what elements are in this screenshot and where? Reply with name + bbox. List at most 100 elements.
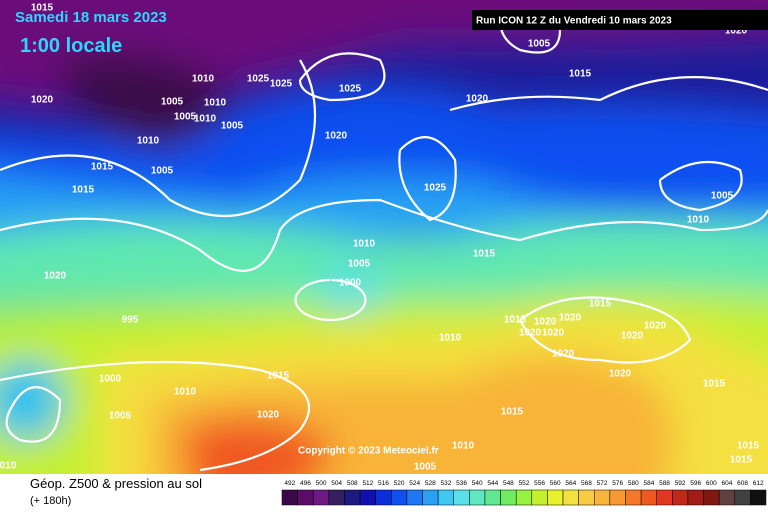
scale-swatch <box>656 489 673 506</box>
scale-swatch <box>437 489 454 506</box>
isobar-label: 1025 <box>270 79 293 90</box>
run-label: Run ICON 12 Z du Vendredi 10 mars 2023 <box>476 16 672 27</box>
isobar-label: 1005 <box>109 411 132 422</box>
scale-label: 552 <box>519 480 530 487</box>
isobar-label: 1005 <box>161 97 184 108</box>
scale-swatch <box>422 489 439 506</box>
isobar-label: 1015 <box>730 455 753 466</box>
scale-swatch <box>515 489 533 506</box>
scale-swatch <box>484 489 501 506</box>
scale-label: 516 <box>378 480 389 487</box>
isobar-label: 1020 <box>44 271 67 282</box>
scale-swatch <box>750 489 767 506</box>
scale-swatch <box>391 489 408 506</box>
scale-label: 592 <box>675 480 686 487</box>
scale-label: 528 <box>425 480 436 487</box>
isobar-label: 1015 <box>72 185 95 196</box>
isobar-label: 1005 <box>414 462 437 473</box>
scale-swatch <box>312 489 330 506</box>
isobar-label: 1015 <box>473 249 496 260</box>
isobar-label: 1015 <box>501 407 524 418</box>
isobar-label: 1015 <box>703 379 726 390</box>
scale-label: 524 <box>409 480 420 487</box>
isobar-label: 010 <box>0 461 17 472</box>
scale-label: 588 <box>659 480 670 487</box>
scale-swatch <box>609 489 626 506</box>
scale-swatch <box>547 489 564 506</box>
isobar-label: 1015 <box>267 371 290 382</box>
scale-label: 512 <box>362 480 373 487</box>
copyright: Copyright © 2023 Meteociel.fr <box>298 446 439 457</box>
isobar-labels: 1015102010101005100510101010100510101015… <box>0 3 760 473</box>
scale-label: 548 <box>503 480 514 487</box>
isobar-label: 1020 <box>621 331 644 342</box>
isobar-label: 1020 <box>31 95 54 106</box>
isobar-label: 1025 <box>424 183 447 194</box>
scale-swatch <box>625 489 642 506</box>
scale-label: 492 <box>284 480 295 487</box>
scale-swatch <box>687 489 704 506</box>
scale-label: 532 <box>441 480 452 487</box>
isobar-label: 1010 <box>192 74 215 85</box>
isobar-label: 995 <box>122 315 139 326</box>
isobar-label: 1025 <box>339 84 362 95</box>
scale-swatch <box>703 489 720 506</box>
scale-label: 612 <box>753 480 764 487</box>
isobar-label: 1020 <box>552 349 575 360</box>
isobar-label: 1010 <box>353 239 376 250</box>
scale-label: 600 <box>706 480 717 487</box>
scale-swatch <box>375 489 392 506</box>
scale-swatch <box>562 489 579 506</box>
isobar-label: 1020 <box>325 131 348 142</box>
isobar-label: 1015 <box>31 3 54 14</box>
isobar-label: 1005 <box>174 112 197 123</box>
isobar-label: 1015 <box>737 441 760 452</box>
footer-title: Géop. Z500 & pression au sol <box>30 476 202 491</box>
scale-swatch <box>578 489 595 506</box>
scale-swatch <box>640 489 657 506</box>
scale-swatch <box>297 489 314 506</box>
scale-label: 508 <box>347 480 358 487</box>
isobar-label: 1010 <box>452 441 475 452</box>
scale-swatch <box>718 489 736 506</box>
scale-label: 500 <box>316 480 327 487</box>
scale-label: 608 <box>737 480 748 487</box>
scale-label: 568 <box>581 480 592 487</box>
scale-swatch <box>469 489 486 506</box>
scale-label: 556 <box>534 480 545 487</box>
footer-lead: (+ 180h) <box>30 495 71 507</box>
color-scale: 492 496 500 504 508 512 516 520 524 528 532 536 540 5… <box>281 480 767 506</box>
run-box <box>472 10 768 30</box>
isobar-label: 1005 <box>348 259 371 270</box>
isobar-label: 1015 <box>569 69 592 80</box>
scale-swatch <box>344 489 361 506</box>
time-label: 1:00 locale <box>20 35 122 57</box>
isobar-label: 1020 <box>534 317 557 328</box>
isobar-label: 1015 <box>504 315 527 326</box>
isobar-label: 1025 <box>247 74 270 85</box>
scale-label: 580 <box>628 480 639 487</box>
isobar-label: 1020 <box>542 328 565 339</box>
date-label: Samedi 18 mars 2023 <box>15 9 167 26</box>
isobar-label: 1010 <box>174 387 197 398</box>
isobar-label: 1010 <box>137 136 160 147</box>
isobar-label: 1020 <box>644 321 667 332</box>
scale-swatch <box>281 489 298 506</box>
isobar-label: 1020 <box>725 26 748 37</box>
isobar-label: 1020 <box>257 410 280 421</box>
isobar-label: 1020 <box>466 94 489 105</box>
scale-label: 564 <box>565 480 576 487</box>
isobar-label: 1010 <box>194 114 217 125</box>
scale-swatch <box>734 489 751 506</box>
scale-label: 496 <box>300 480 311 487</box>
scale-label: 536 <box>456 480 467 487</box>
scale-swatch <box>500 489 517 506</box>
scale-swatch <box>453 489 470 506</box>
scale-label: 584 <box>643 480 654 487</box>
isobar-label: 1010 <box>439 333 462 344</box>
isobar-label: 1005 <box>221 121 244 132</box>
scale-swatch <box>328 489 345 506</box>
isobar-label: 1010 <box>687 215 710 226</box>
scale-swatch <box>594 489 611 506</box>
